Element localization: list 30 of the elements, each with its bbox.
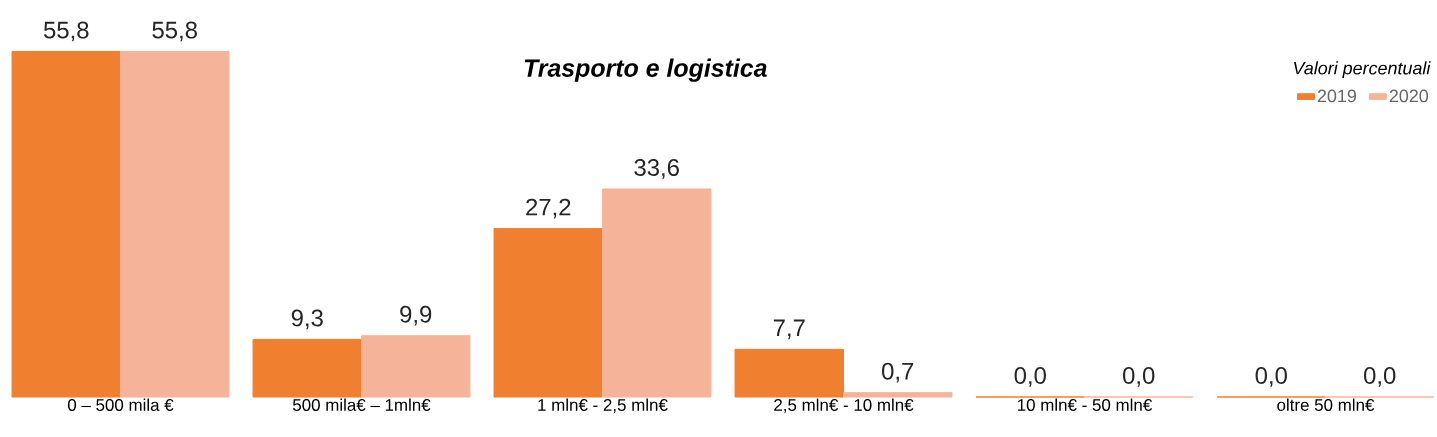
- data-label: 0,7: [882, 362, 914, 383]
- data-label: 9,9: [400, 305, 432, 326]
- data-label: 55,8: [43, 21, 89, 42]
- data-label: 0,0: [1364, 367, 1396, 387]
- legend-title: Valori percentuali: [1294, 61, 1431, 79]
- data-label: 0,0: [1255, 367, 1287, 387]
- x-tick-label: 10 mln€ - 50 mln€: [1018, 398, 1152, 411]
- x-tick-label: oltre 50 mln€: [1277, 398, 1375, 411]
- data-label: 9,3: [291, 309, 323, 330]
- x-tick-label: 0 – 500 mila €: [67, 398, 174, 411]
- data-label: 27,2: [526, 198, 571, 219]
- bar: [734, 348, 844, 398]
- data-label: 7,7: [773, 319, 805, 340]
- bar: [361, 335, 471, 398]
- x-tick-label: 500 mila€ – 1mln€: [292, 398, 431, 411]
- data-label: 0,0: [1014, 367, 1046, 387]
- bar: [252, 338, 362, 398]
- bar: [11, 51, 121, 398]
- data-label: 33,6: [634, 159, 679, 179]
- x-tick-label: 2,5 mln€ - 10 mln€: [774, 398, 914, 413]
- bar: [493, 228, 603, 398]
- data-label: 55,8: [152, 21, 197, 42]
- bar: [120, 51, 230, 398]
- bar: [842, 392, 953, 398]
- bar: [601, 188, 712, 398]
- legend-label: 2020: [1389, 89, 1429, 103]
- chart-title: Trasporto e logistica: [524, 58, 767, 82]
- data-label: 0,0: [1123, 367, 1155, 387]
- legend-label: 2019: [1317, 89, 1357, 103]
- x-tick-label: 1 mln€ - 2,5 mln€: [538, 398, 668, 413]
